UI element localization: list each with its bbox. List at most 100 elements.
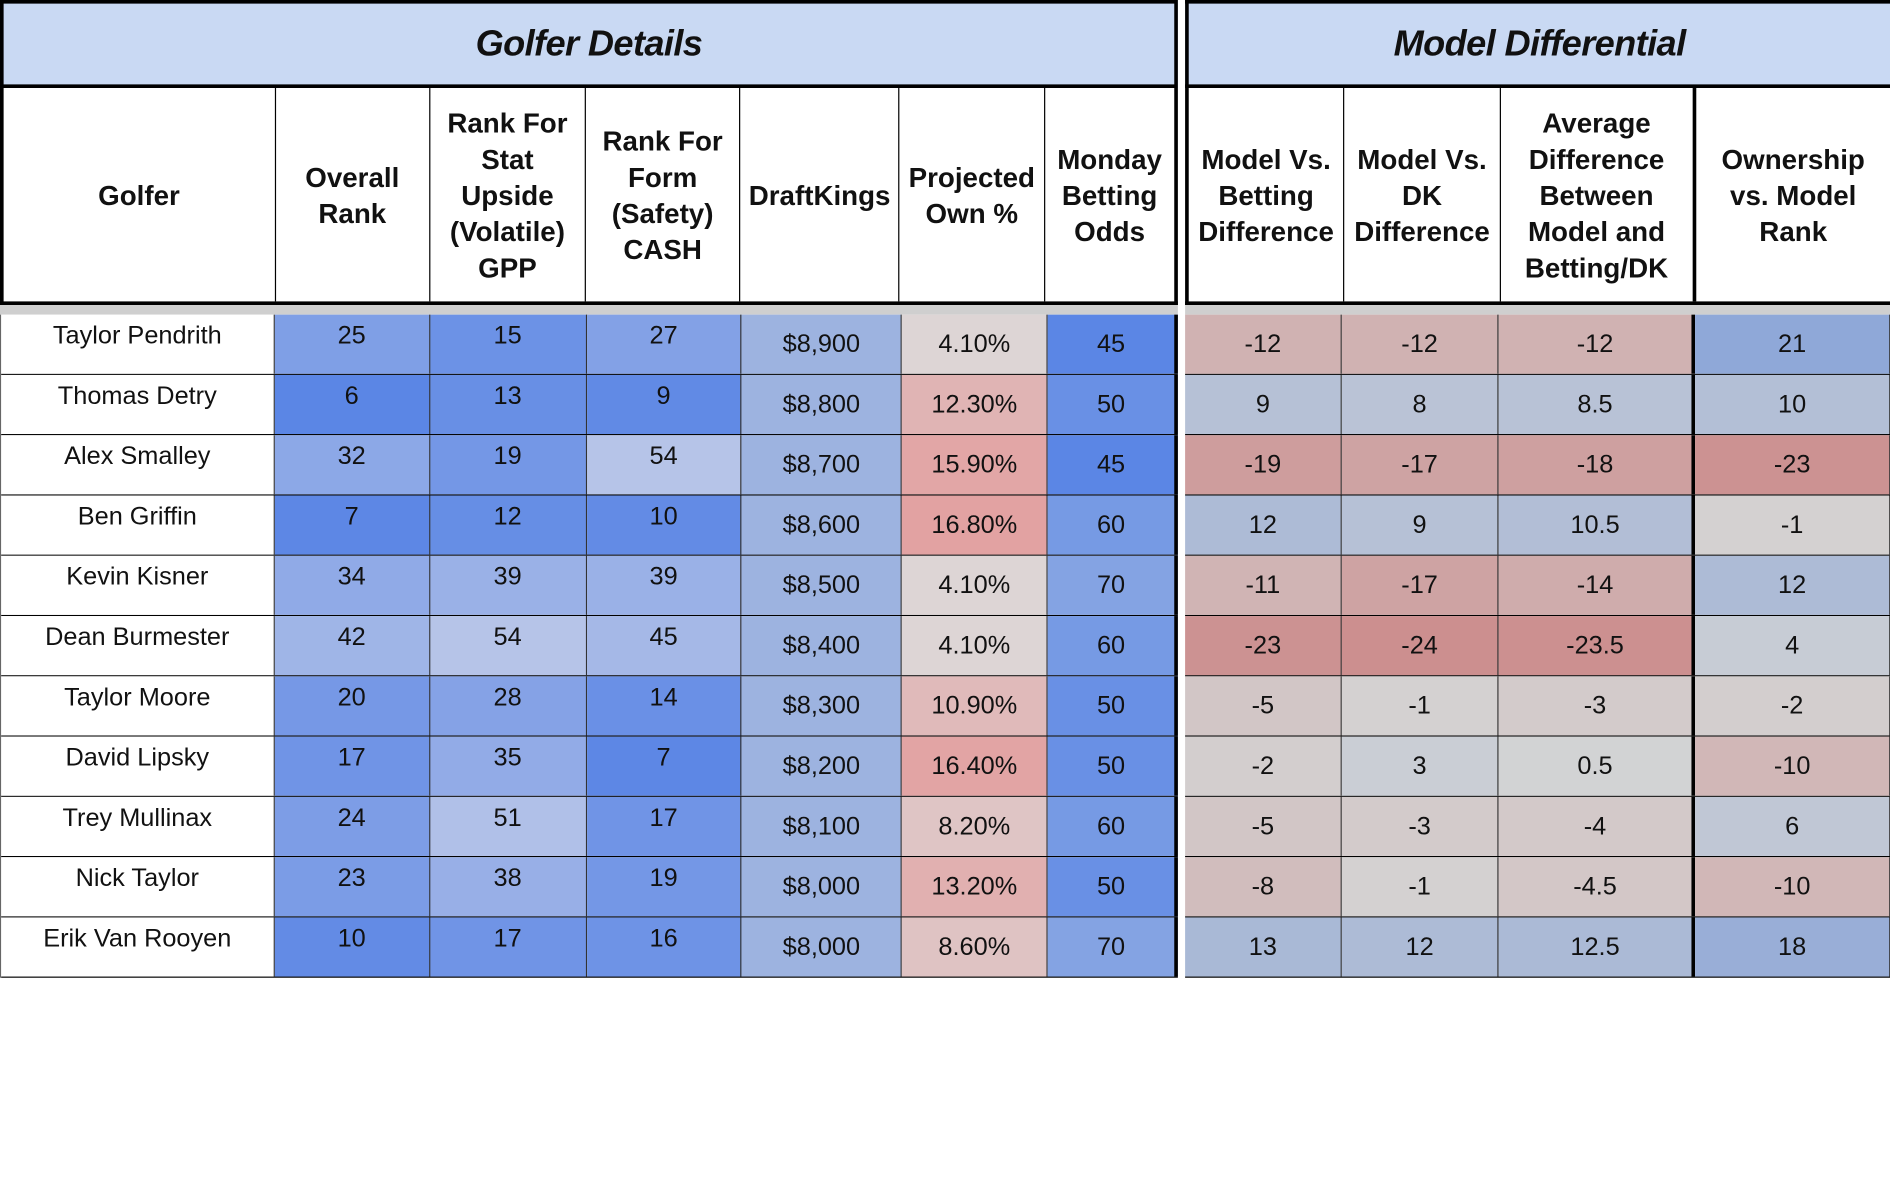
average-difference-cell: -14: [1498, 555, 1696, 615]
table-row: Dean Burmester 42 54 45 $8,400 4.10% 60: [1, 616, 1178, 677]
stat-upside-rank-cell: 15: [429, 314, 587, 374]
golfer-name-cell: Taylor Moore: [1, 676, 275, 736]
stat-upside-rank-cell: 54: [429, 616, 587, 676]
stat-upside-rank-cell: 39: [429, 555, 587, 615]
model-differential-header: Model Differential: [1185, 0, 1890, 89]
golfer-details-column-headers: Golfer Overall Rank Rank For Stat Upside (…: [0, 88, 1178, 306]
table-row: 12 9 10.5 -1: [1185, 495, 1890, 556]
ownership-vs-model-cell: -10: [1695, 857, 1890, 917]
form-rank-cell: 39: [586, 555, 742, 615]
model-vs-betting-cell: 13: [1185, 917, 1342, 977]
table-row: -5 -3 -4 6: [1185, 796, 1890, 858]
projected-own-cell: 4.10%: [902, 616, 1048, 676]
table-row: Thomas Detry 6 13 9 $8,800 12.30% 50: [1, 374, 1178, 436]
monday-betting-odds-column-header: Monday Betting Odds: [1057, 142, 1162, 247]
form-rank-cell: 54: [586, 435, 742, 495]
table-row: -12 -12 -12 21: [1185, 314, 1890, 375]
overall-rank-cell: 25: [274, 314, 430, 374]
model-differential-column-headers: Model Vs. Betting Difference Model Vs. DK…: [1185, 88, 1890, 306]
table-row: Ben Griffin 7 12 10 $8,600 16.80% 60: [1, 495, 1178, 556]
table-row: Kevin Kisner 34 39 39 $8,500 4.10% 70: [1, 555, 1178, 617]
golfer-name-cell: Erik Van Rooyen: [1, 917, 275, 977]
model-vs-dk-cell: 9: [1341, 495, 1499, 555]
projected-own-column-header: Projected Own %: [900, 88, 1045, 302]
draftkings-salary-cell: $8,800: [741, 374, 903, 435]
table-row: -19 -17 -18 -23: [1185, 435, 1890, 496]
form-rank-cell: 10: [586, 495, 742, 555]
draftkings-salary-cell: $8,200: [741, 736, 903, 796]
model-vs-dk-cell: -1: [1341, 857, 1499, 917]
model-vs-betting-cell: -12: [1185, 314, 1342, 374]
golfer-details-header: Golfer Details: [0, 0, 1178, 89]
model-vs-betting-cell: -5: [1185, 676, 1342, 736]
monday-betting-odds-cell: 60: [1047, 796, 1178, 856]
form-rank-cell: 17: [586, 796, 742, 856]
stat-upside-rank-cell: 38: [429, 857, 587, 917]
model-differential-panel: Model Differential Model Vs. Betting Dif…: [1185, 0, 1890, 978]
ownership-vs-model-column-header: Ownership vs. Model Rank: [1721, 142, 1865, 247]
form-rank-cell: 9: [586, 374, 742, 435]
golfer-name-cell: Taylor Pendrith: [1, 314, 275, 374]
form-rank-cell: 19: [586, 857, 742, 917]
model-vs-dk-cell: 3: [1341, 736, 1499, 796]
model-vs-dk-cell: -17: [1341, 435, 1499, 495]
table-row: Nick Taylor 23 38 19 $8,000 13.20% 50: [1, 857, 1178, 918]
average-difference-cell: -12: [1498, 314, 1696, 374]
average-difference-cell: 12.5: [1498, 917, 1696, 977]
draftkings-salary-cell: $8,900: [741, 314, 903, 374]
overall-rank-cell: 24: [274, 796, 430, 856]
overall-rank-cell: 17: [274, 736, 430, 796]
model-vs-dk-column-header: Model Vs. DK Difference: [1345, 88, 1501, 302]
monday-betting-odds-cell: 60: [1047, 616, 1178, 676]
monday-betting-odds-cell: 50: [1047, 676, 1178, 736]
table-row: David Lipsky 17 35 7 $8,200 16.40% 50: [1, 736, 1178, 797]
draftkings-salary-cell: $8,400: [741, 616, 903, 676]
stat-upside-rank-cell: 28: [429, 676, 587, 736]
table-row: Trey Mullinax 24 51 17 $8,100 8.20% 60: [1, 796, 1178, 858]
projected-own-cell: 8.20%: [902, 796, 1048, 856]
golfer-name-column-header: Golfer: [4, 88, 276, 302]
golfer-name-cell: Ben Griffin: [1, 495, 275, 555]
overall-rank-cell: 20: [274, 676, 430, 736]
ownership-vs-model-cell: 6: [1695, 796, 1890, 856]
stat-upside-rank-cell: 12: [429, 495, 587, 555]
projected-own-cell: 8.60%: [902, 917, 1048, 977]
monday-betting-odds-cell: 45: [1047, 435, 1178, 495]
golfer-name-cell: Dean Burmester: [1, 616, 275, 676]
overall-rank-cell: 32: [274, 435, 430, 495]
model-vs-betting-cell: -8: [1185, 857, 1342, 917]
table-row: -8 -1 -4.5 -10: [1185, 857, 1890, 918]
model-vs-dk-cell: -3: [1341, 796, 1499, 856]
monday-betting-odds-cell: 50: [1047, 374, 1178, 435]
draftkings-salary-cell: $8,000: [741, 917, 903, 977]
monday-betting-odds-cell: 70: [1047, 555, 1178, 615]
projected-own-cell: 15.90%: [902, 435, 1048, 495]
average-difference-cell: -18: [1498, 435, 1696, 495]
model-vs-dk-cell: 12: [1341, 917, 1499, 977]
monday-betting-odds-cell: 60: [1047, 495, 1178, 555]
model-vs-betting-column-header: Model Vs. Betting Difference: [1189, 88, 1345, 302]
average-difference-cell: -4.5: [1498, 857, 1696, 917]
draftkings-salary-column-header: DraftKings: [741, 88, 900, 302]
model-vs-betting-cell: 9: [1185, 374, 1342, 435]
form-rank-cell: 45: [586, 616, 742, 676]
table-row: Erik Van Rooyen 10 17 16 $8,000 8.60% 70: [1, 917, 1178, 978]
monday-betting-odds-cell: 50: [1047, 736, 1178, 796]
draftkings-salary-cell: $8,600: [741, 495, 903, 555]
average-difference-cell: 0.5: [1498, 736, 1696, 796]
overall-rank-cell: 42: [274, 616, 430, 676]
header-divider: [0, 305, 1178, 315]
projected-own-cell: 4.10%: [902, 314, 1048, 374]
stat-upside-rank-cell: 19: [429, 435, 587, 495]
overall-rank-cell: 6: [274, 374, 430, 435]
projected-own-cell: 16.80%: [902, 495, 1048, 555]
model-vs-dk-cell: 8: [1341, 374, 1499, 435]
model-vs-betting-cell: 12: [1185, 495, 1342, 555]
draftkings-salary-cell: $8,500: [741, 555, 903, 615]
ownership-vs-model-cell: -10: [1695, 736, 1890, 796]
model-vs-dk-cell: -24: [1341, 616, 1499, 676]
ownership-vs-model-cell: 10: [1695, 374, 1890, 435]
ownership-vs-model-cell: -2: [1695, 676, 1890, 736]
model-vs-betting-cell: -11: [1185, 555, 1342, 615]
header-divider: [1185, 305, 1890, 315]
